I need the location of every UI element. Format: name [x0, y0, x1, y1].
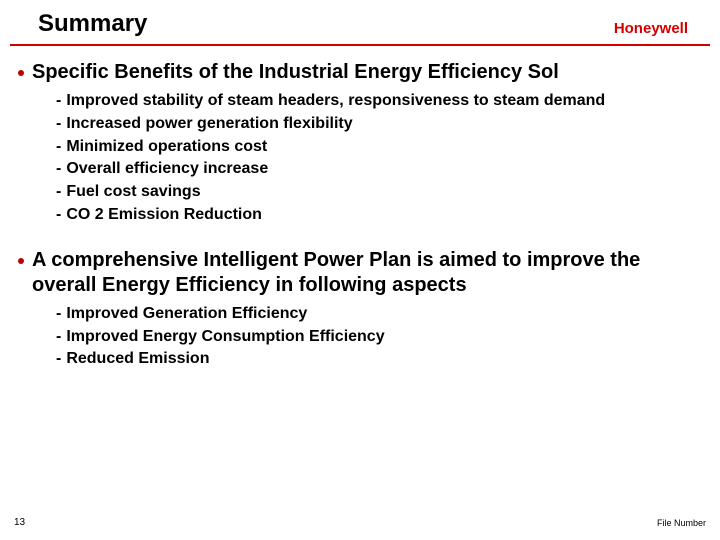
- footer: 13 File Number: [0, 517, 720, 528]
- list-item-text: Overall efficiency increase: [66, 159, 268, 180]
- bullet-dot-icon: [18, 258, 24, 264]
- list-item: - Improved Energy Consumption Efficiency: [56, 327, 702, 348]
- list-item: - Improved stability of steam headers, r…: [56, 91, 702, 112]
- bullet-1: Specific Benefits of the Industrial Ener…: [18, 60, 702, 85]
- list-item: - CO 2 Emission Reduction: [56, 205, 702, 226]
- sub-list-1: - Improved stability of steam headers, r…: [18, 89, 702, 242]
- list-item-text: Improved stability of steam headers, res…: [66, 91, 605, 112]
- header-rule: [10, 44, 710, 46]
- list-item-text: Minimized operations cost: [66, 137, 267, 158]
- bullet-2-text: A comprehensive Intelligent Power Plan i…: [32, 248, 702, 298]
- list-item-text: Fuel cost savings: [66, 182, 200, 203]
- dash-icon: -: [56, 182, 61, 203]
- list-item: - Minimized operations cost: [56, 137, 702, 158]
- dash-icon: -: [56, 159, 61, 180]
- list-item-text: Improved Energy Consumption Efficiency: [66, 327, 384, 348]
- list-item-text: Reduced Emission: [66, 349, 209, 370]
- dash-icon: -: [56, 304, 61, 325]
- list-item-text: CO 2 Emission Reduction: [66, 205, 262, 226]
- slide: Summary Honeywell Specific Benefits of t…: [0, 0, 720, 540]
- bullet-dot-icon: [18, 70, 24, 76]
- header: Summary Honeywell: [0, 0, 720, 42]
- dash-icon: -: [56, 205, 61, 226]
- sub-list-2: - Improved Generation Efficiency - Impro…: [18, 302, 702, 386]
- list-item-text: Increased power generation flexibility: [66, 114, 352, 135]
- list-item: - Overall efficiency increase: [56, 159, 702, 180]
- list-item: - Improved Generation Efficiency: [56, 304, 702, 325]
- dash-icon: -: [56, 114, 61, 135]
- brand-logo: Honeywell: [614, 20, 688, 37]
- file-number: File Number: [657, 518, 706, 528]
- list-item: - Fuel cost savings: [56, 182, 702, 203]
- page-title: Summary: [38, 10, 147, 38]
- list-item-text: Improved Generation Efficiency: [66, 304, 307, 325]
- dash-icon: -: [56, 137, 61, 158]
- list-item: - Increased power generation flexibility: [56, 114, 702, 135]
- dash-icon: -: [56, 349, 61, 370]
- page-number: 13: [14, 517, 25, 528]
- content: Specific Benefits of the Industrial Ener…: [0, 60, 720, 386]
- bullet-1-text: Specific Benefits of the Industrial Ener…: [32, 60, 559, 85]
- dash-icon: -: [56, 327, 61, 348]
- bullet-2: A comprehensive Intelligent Power Plan i…: [18, 248, 702, 298]
- list-item: - Reduced Emission: [56, 349, 702, 370]
- dash-icon: -: [56, 91, 61, 112]
